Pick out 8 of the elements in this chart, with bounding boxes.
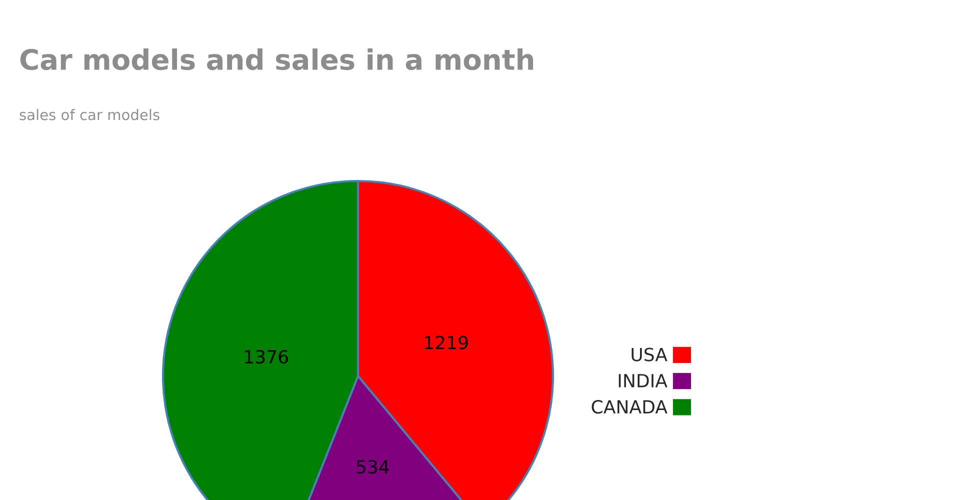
legend-label: CANADA bbox=[592, 400, 668, 414]
chart-subtitle: sales of car models bbox=[20, 108, 160, 120]
legend-label: USA bbox=[632, 348, 668, 362]
data-label: 1219 bbox=[425, 336, 468, 350]
legend-label: INDIA bbox=[618, 374, 668, 388]
chart-title: Car models and sales in a month bbox=[20, 48, 534, 70]
data-label: 1376 bbox=[245, 350, 288, 364]
data-label: 534 bbox=[356, 460, 389, 474]
